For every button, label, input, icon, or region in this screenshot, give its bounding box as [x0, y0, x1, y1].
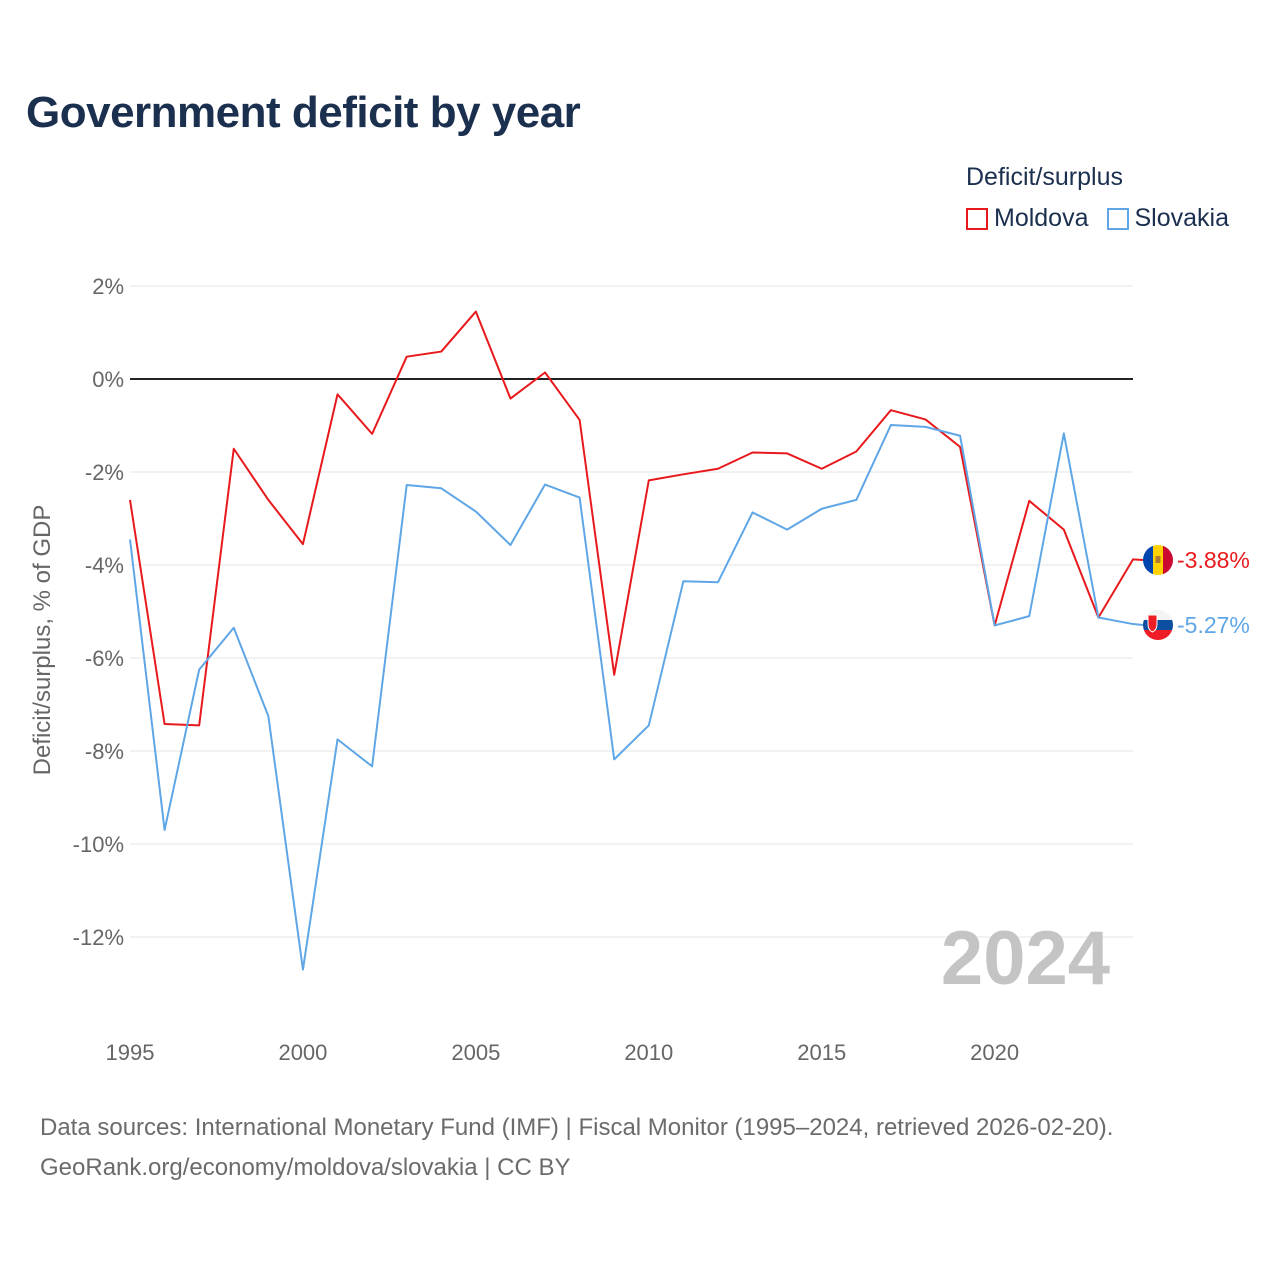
y-tick-label: -4% — [85, 553, 124, 578]
y-tick-label: 2% — [92, 274, 124, 299]
y-axis-title: Deficit/surplus, % of GDP — [29, 505, 56, 776]
y-axis-ticks: 2% 0% -2% -4% -6% -8% -10% -12% — [73, 274, 124, 950]
y-tick-label: -12% — [73, 925, 124, 950]
legend-title: Deficit/surplus — [966, 163, 1123, 191]
y-tick-label: -6% — [85, 646, 124, 671]
legend-label-slovakia: Slovakia — [1134, 204, 1230, 232]
legend: Moldova Slovakia — [966, 204, 1247, 233]
y-tick-label: -8% — [85, 739, 124, 764]
x-tick-label: 2005 — [451, 1040, 500, 1065]
x-tick-label: 2010 — [624, 1040, 673, 1065]
legend-label-moldova: Moldova — [994, 204, 1089, 232]
legend-swatch-moldova — [966, 207, 988, 230]
x-tick-label: 1995 — [106, 1040, 155, 1065]
line-chart: 2% 0% -2% -4% -6% -8% -10% -12% 1995 2000 2005 201… — [29, 274, 1250, 1065]
y-tick-label: -10% — [73, 832, 124, 857]
end-label-moldova: -3.88% — [1177, 547, 1250, 573]
source-link[interactable]: GeoRank.org/economy/moldova/slovakia | C… — [40, 1154, 571, 1181]
slovakia-flag-icon — [1143, 610, 1173, 640]
end-label-slovakia: -5.27% — [1177, 612, 1250, 638]
series-line-moldova — [129, 310, 1144, 727]
moldova-flag-icon — [1143, 545, 1173, 575]
data-source-note: Data sources: International Monetary Fun… — [40, 1114, 1114, 1141]
year-watermark: 2024 — [941, 916, 1110, 1001]
series-lines — [129, 310, 1144, 971]
legend-item-slovakia[interactable]: Slovakia — [1106, 204, 1230, 233]
y-tick-label: -2% — [85, 460, 124, 485]
chart-title: Government deficit by year — [26, 88, 581, 137]
x-tick-label: 2015 — [797, 1040, 846, 1065]
end-labels: -3.88% -5.27% — [1177, 547, 1250, 638]
series-line-slovakia — [129, 424, 1144, 971]
x-axis-ticks: 1995 2000 2005 2010 2015 2020 — [106, 1040, 1020, 1065]
x-tick-label: 2020 — [970, 1040, 1019, 1065]
legend-item-moldova[interactable]: Moldova — [966, 204, 1089, 233]
legend-swatch-slovakia — [1106, 207, 1129, 230]
x-tick-label: 2000 — [278, 1040, 327, 1065]
gridlines — [130, 285, 1133, 938]
footer: Data sources: International Monetary Fun… — [40, 1108, 1113, 1188]
y-tick-label: 0% — [92, 367, 124, 392]
